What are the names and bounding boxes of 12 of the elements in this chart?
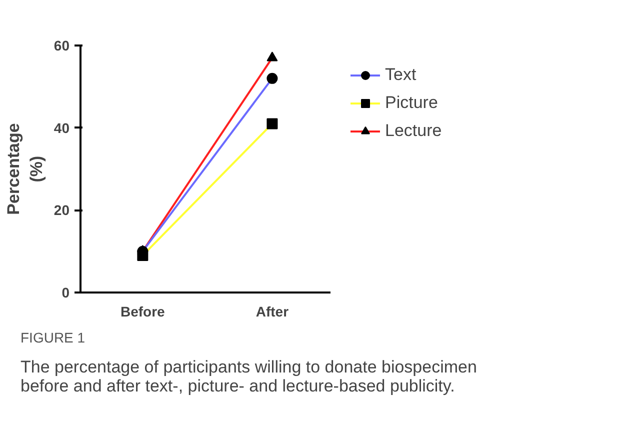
y-tick-label: 60 bbox=[54, 38, 70, 54]
y-tick-label: 20 bbox=[54, 202, 70, 218]
legend-label: Lecture bbox=[385, 121, 442, 141]
x-tick-label: After bbox=[256, 304, 290, 320]
legend-label: Text bbox=[385, 65, 416, 85]
y-tick-label: 0 bbox=[62, 284, 70, 300]
caption: FIGURE 1 bbox=[20, 330, 86, 346]
y-axis-title: Percentage (%) bbox=[4, 123, 46, 215]
legend-label: Picture bbox=[385, 93, 438, 113]
y-tick-label: 40 bbox=[54, 120, 70, 136]
text: The percentage of participants willing to donate biospecimen before and after text-, picture- and lecture-based publicity. bbox=[20, 358, 477, 396]
x-tick-label: Before bbox=[120, 304, 166, 320]
